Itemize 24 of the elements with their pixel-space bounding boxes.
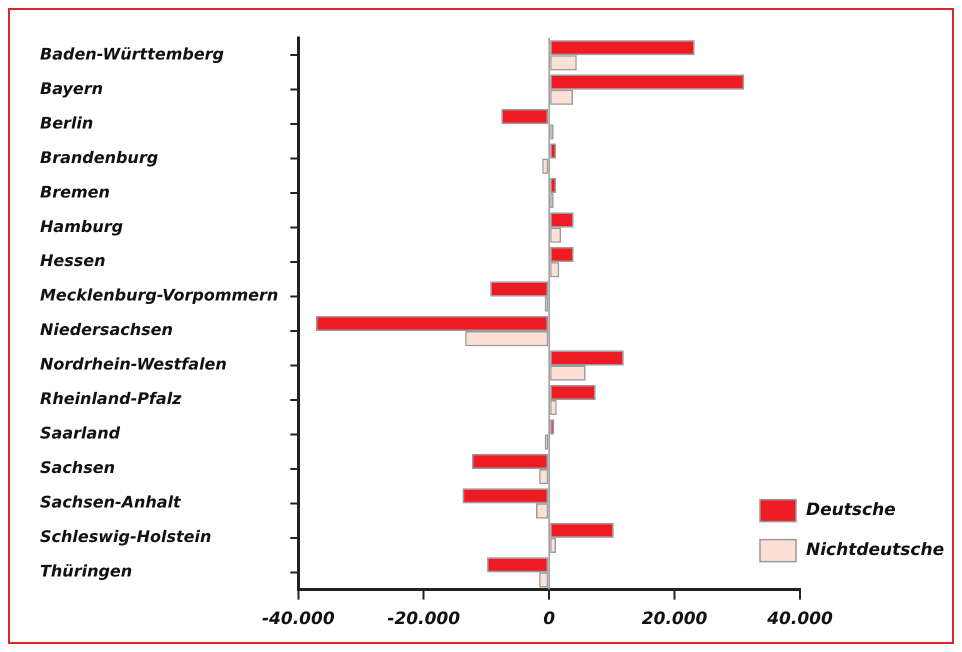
y-tick-label: Niedersachsen — [40, 320, 173, 340]
x-tick-label: 20.000 — [642, 609, 708, 630]
x-tick-label: 0 — [543, 609, 556, 630]
frame: -40.000 -20.000 0 20.000 40.000 Baden-Württemberg Bayern Berlin Brandenburg Bremen Hamburg Hessen Mecklenburg-Vorpommern Niedersachsen Nordrhein-Westfalen Rheinland-Pfalz Saarland Sachsen Sachsen-Anhalt Schleswig-Holstein Thüringen Deutsche Nichtdeutsche — [8, 8, 954, 644]
y-tick-label: Nordrhein-Westfalen — [40, 354, 227, 374]
y-tick-label: Hessen — [40, 251, 106, 270]
x-tick-label: -20.000 — [387, 609, 460, 630]
legend-label: Deutsche — [806, 500, 896, 520]
y-tick-label: Sachsen — [40, 458, 115, 478]
y-tick-label: Schleswig-Holstein — [40, 527, 212, 546]
x-tick-label: 40.000 — [766, 609, 833, 630]
y-tick-label: Berlin — [40, 113, 94, 132]
y-tick-label: Bayern — [40, 78, 104, 98]
y-tick-label: Mecklenburg-Vorpommern — [40, 286, 278, 305]
y-tick-label: Brandenburg — [40, 148, 158, 167]
x-tick-label: -40.000 — [262, 609, 335, 630]
y-tick-label: Hamburg — [40, 216, 124, 236]
legend-label: Nichtdeutsche — [806, 540, 944, 560]
y-tick-label: Rheinland-Pfalz — [40, 389, 182, 408]
y-tick-label: Saarland — [40, 424, 121, 443]
y-tick-label: Sachsen-Anhalt — [40, 492, 182, 512]
y-tick-label: Baden-Württemberg — [40, 44, 224, 64]
y-tick-label: Bremen — [40, 182, 110, 202]
y-tick-label: Thüringen — [40, 562, 132, 581]
